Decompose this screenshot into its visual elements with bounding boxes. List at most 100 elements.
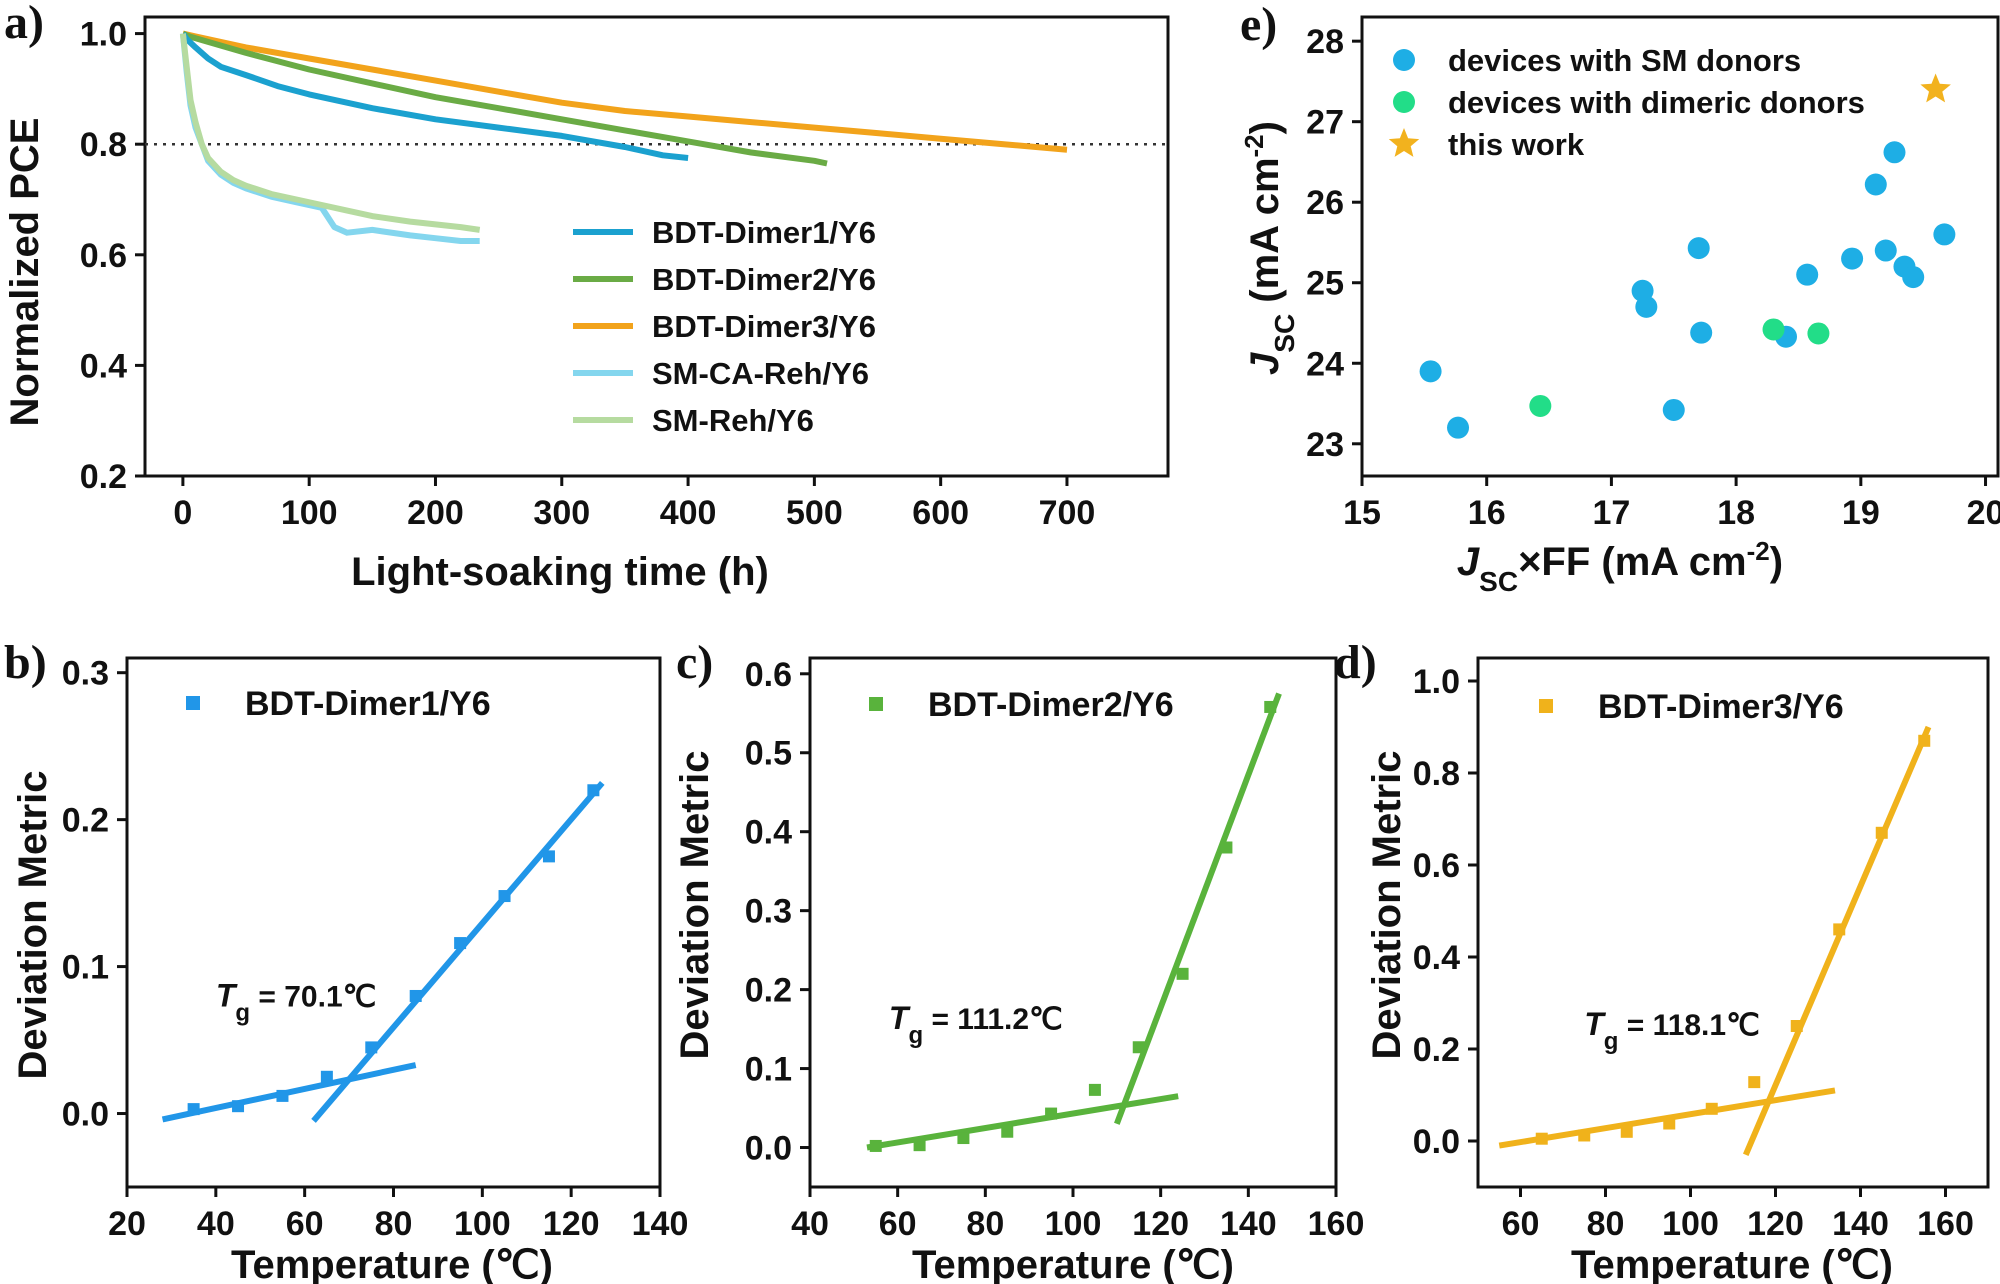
panel-e-data-point [1662,398,1685,421]
panel-a-y-tick-label: 1.0 [80,16,127,54]
panel-d-x-tick-label: 80 [1587,1205,1625,1243]
panel-e-y-tick-label: 28 [1306,23,1344,61]
panel-c-data-point [1220,841,1233,854]
panel-e-x-tick-label: 17 [1592,494,1630,532]
panel-a-x-tick-label: 700 [1039,494,1096,532]
panel-c-y-tick-label: 0.6 [745,656,792,694]
panel-e-data-point [1902,266,1925,289]
panel-c-x-tick-label: 140 [1220,1205,1277,1243]
panel-a-chart: 0 100 200 300 400 500 600 700 0.2 0.4 0.6 0.8 1.0 BDT… [80,15,1170,532]
panel-d-data-point [1918,734,1931,747]
series-line-BDT-Dimer3/Y6 [182,30,1068,153]
panel-d-data-point [1535,1132,1548,1145]
panel-c-y-tick-label: 0.1 [745,1051,792,1089]
panel-a-y-tick-label: 0.6 [80,237,127,275]
panel-e-data-point [1841,247,1864,270]
panel-c-x-tick-label: 120 [1132,1205,1189,1243]
panel-b-data-point [587,784,600,797]
panel-b-data-point [276,1089,289,1102]
panel-label-b: b) [4,636,47,689]
panel-d-x-tick-label: 140 [1832,1205,1889,1243]
panel-e-xlabel-rest: ×FF (mA cm [1518,540,1747,584]
panel-c-y-tick-label: 0.2 [745,972,792,1010]
panel-d-legend-marker [1539,699,1553,713]
panel-b-fit-line-1 [161,1062,417,1123]
panel-c-data-point [1088,1083,1101,1096]
panel-d-chart: 60 80 100 120 140 160 0.0 0.2 0.4 0.6 0.8 1.0 BDT-Di… [1413,656,1990,1243]
panel-a-xlabel: Light-soaking time (h) [351,550,769,594]
panel-d-y-tick-label: 0.0 [1413,1123,1460,1161]
panel-e-ylabel-sub: SC [1269,314,1300,353]
panel-b-tg-value: = 70.1℃ [250,980,376,1013]
panel-c-fit-line-2 [1114,692,1282,1125]
panel-a-x-tick-label: 0 [173,494,192,532]
panel-a-x-tick-label: 100 [281,494,338,532]
panel-c-tg-value: = 111.2℃ [923,1003,1063,1036]
panel-b-xlabel: Temperature (℃) [231,1243,553,1284]
panel-e-chart: 15 16 17 18 19 20 23 24 25 26 27 28 devices with SM … [1306,15,2000,532]
panel-b-data-point [232,1100,245,1113]
legend-marker-devices with SM donors [1393,49,1415,71]
panel-e-data-point [1796,263,1819,286]
panel-e-data-point [1635,295,1658,318]
panel-label-c: c) [676,636,713,689]
panel-a-y-tick-label: 0.2 [80,458,127,496]
panel-c-y-tick-label: 0.4 [745,814,792,852]
panel-e-xlabel-sub: SC [1479,566,1518,597]
panel-a-x-tick-label: 400 [660,494,717,532]
panel-c-x-tick-label: 100 [1045,1205,1102,1243]
panel-c-x-tick-label: 60 [879,1205,917,1243]
panel-c-chart: 40 60 80 100 120 140 160 0.0 0.1 0.2 0.3 0.4 0.5 0.6 B… [745,656,1365,1243]
panel-b-chart: 20 40 60 80 100 120 140 0.0 0.1 0.2 0.3 BDT-Dimer1/… [62,655,689,1243]
panel-e-ylabel-rest: (mA cm [1243,157,1287,313]
panel-c-tg-annotation: Tg = 111.2℃ [889,1000,1063,1049]
panel-e-x-tick-label: 15 [1343,494,1381,532]
series-line-BDT-Dimer2/Y6 [181,30,828,167]
panel-e-x-tick-label: 20 [1967,494,2000,532]
panel-c-tg-symbol: T [889,1000,911,1036]
panel-label-a: a) [4,0,44,49]
panel-b-ylabel: Deviation Metric [11,771,55,1080]
panel-e-x-tick-label: 16 [1468,494,1506,532]
panel-b-y-tick-label: 0.2 [62,802,109,840]
panel-b-data-point [454,937,467,950]
panel-e-ylabel: JSC (mA cm-2) [1239,121,1300,375]
panel-a-ylabel: Normalized PCE [3,118,47,427]
panel-d-plot-frame [1476,656,1990,1189]
panel-a-x-tick-label: 300 [533,494,590,532]
panel-e-y-tick-label: 24 [1306,345,1344,383]
panel-d-data-point [1578,1129,1591,1142]
panel-e-data-point [1864,173,1887,196]
legend-label-BDT-Dimer2/Y6: BDT-Dimer2/Y6 [652,262,876,297]
panel-c-data-point [1132,1041,1145,1054]
legend-marker-devices with dimeric donors [1393,91,1415,113]
panel-c-y-tick-label: 0.0 [745,1130,792,1168]
panel-e-xlabel: JSC×FF (mA cm-2) [1457,536,1783,597]
panel-e-ylabel-j: J [1243,352,1287,375]
panel-b-x-tick-label: 140 [632,1205,689,1243]
panel-d-y-tick-label: 0.4 [1413,939,1460,977]
panel-c-plot-frame [808,656,1338,1189]
panel-e-plot-frame [1360,15,2000,478]
panel-b-x-tick-label: 20 [108,1205,146,1243]
panel-e-data-point [1447,416,1470,439]
panel-e-x-tick-label: 19 [1842,494,1880,532]
panel-c-x-tick-label: 40 [791,1205,829,1243]
panel-d-data-point [1790,1020,1803,1032]
series-line-SM-Reh/Y6 [179,33,481,233]
panel-d-y-tick-label: 0.6 [1413,847,1460,885]
panel-e-ylabel-close: ) [1243,121,1287,134]
panel-d-tg-subscript: g [1604,1028,1619,1055]
panel-b-x-tick-label: 80 [375,1205,413,1243]
legend-label-BDT-Dimer1/Y6: BDT-Dimer1/Y6 [652,215,876,250]
panel-d-data-point [1663,1117,1676,1130]
panel-b-tg-symbol: T [216,977,238,1013]
panel-b-data-point [187,1103,200,1116]
panel-b-data-point [409,989,422,1002]
panel-a-y-tick-label: 0.4 [80,347,127,385]
panel-label-e: e) [1240,0,1277,51]
panel-e-y-tick-label: 25 [1306,265,1344,303]
panel-b-x-tick-label: 60 [286,1205,324,1243]
panel-e-x-tick-label: 18 [1717,494,1755,532]
